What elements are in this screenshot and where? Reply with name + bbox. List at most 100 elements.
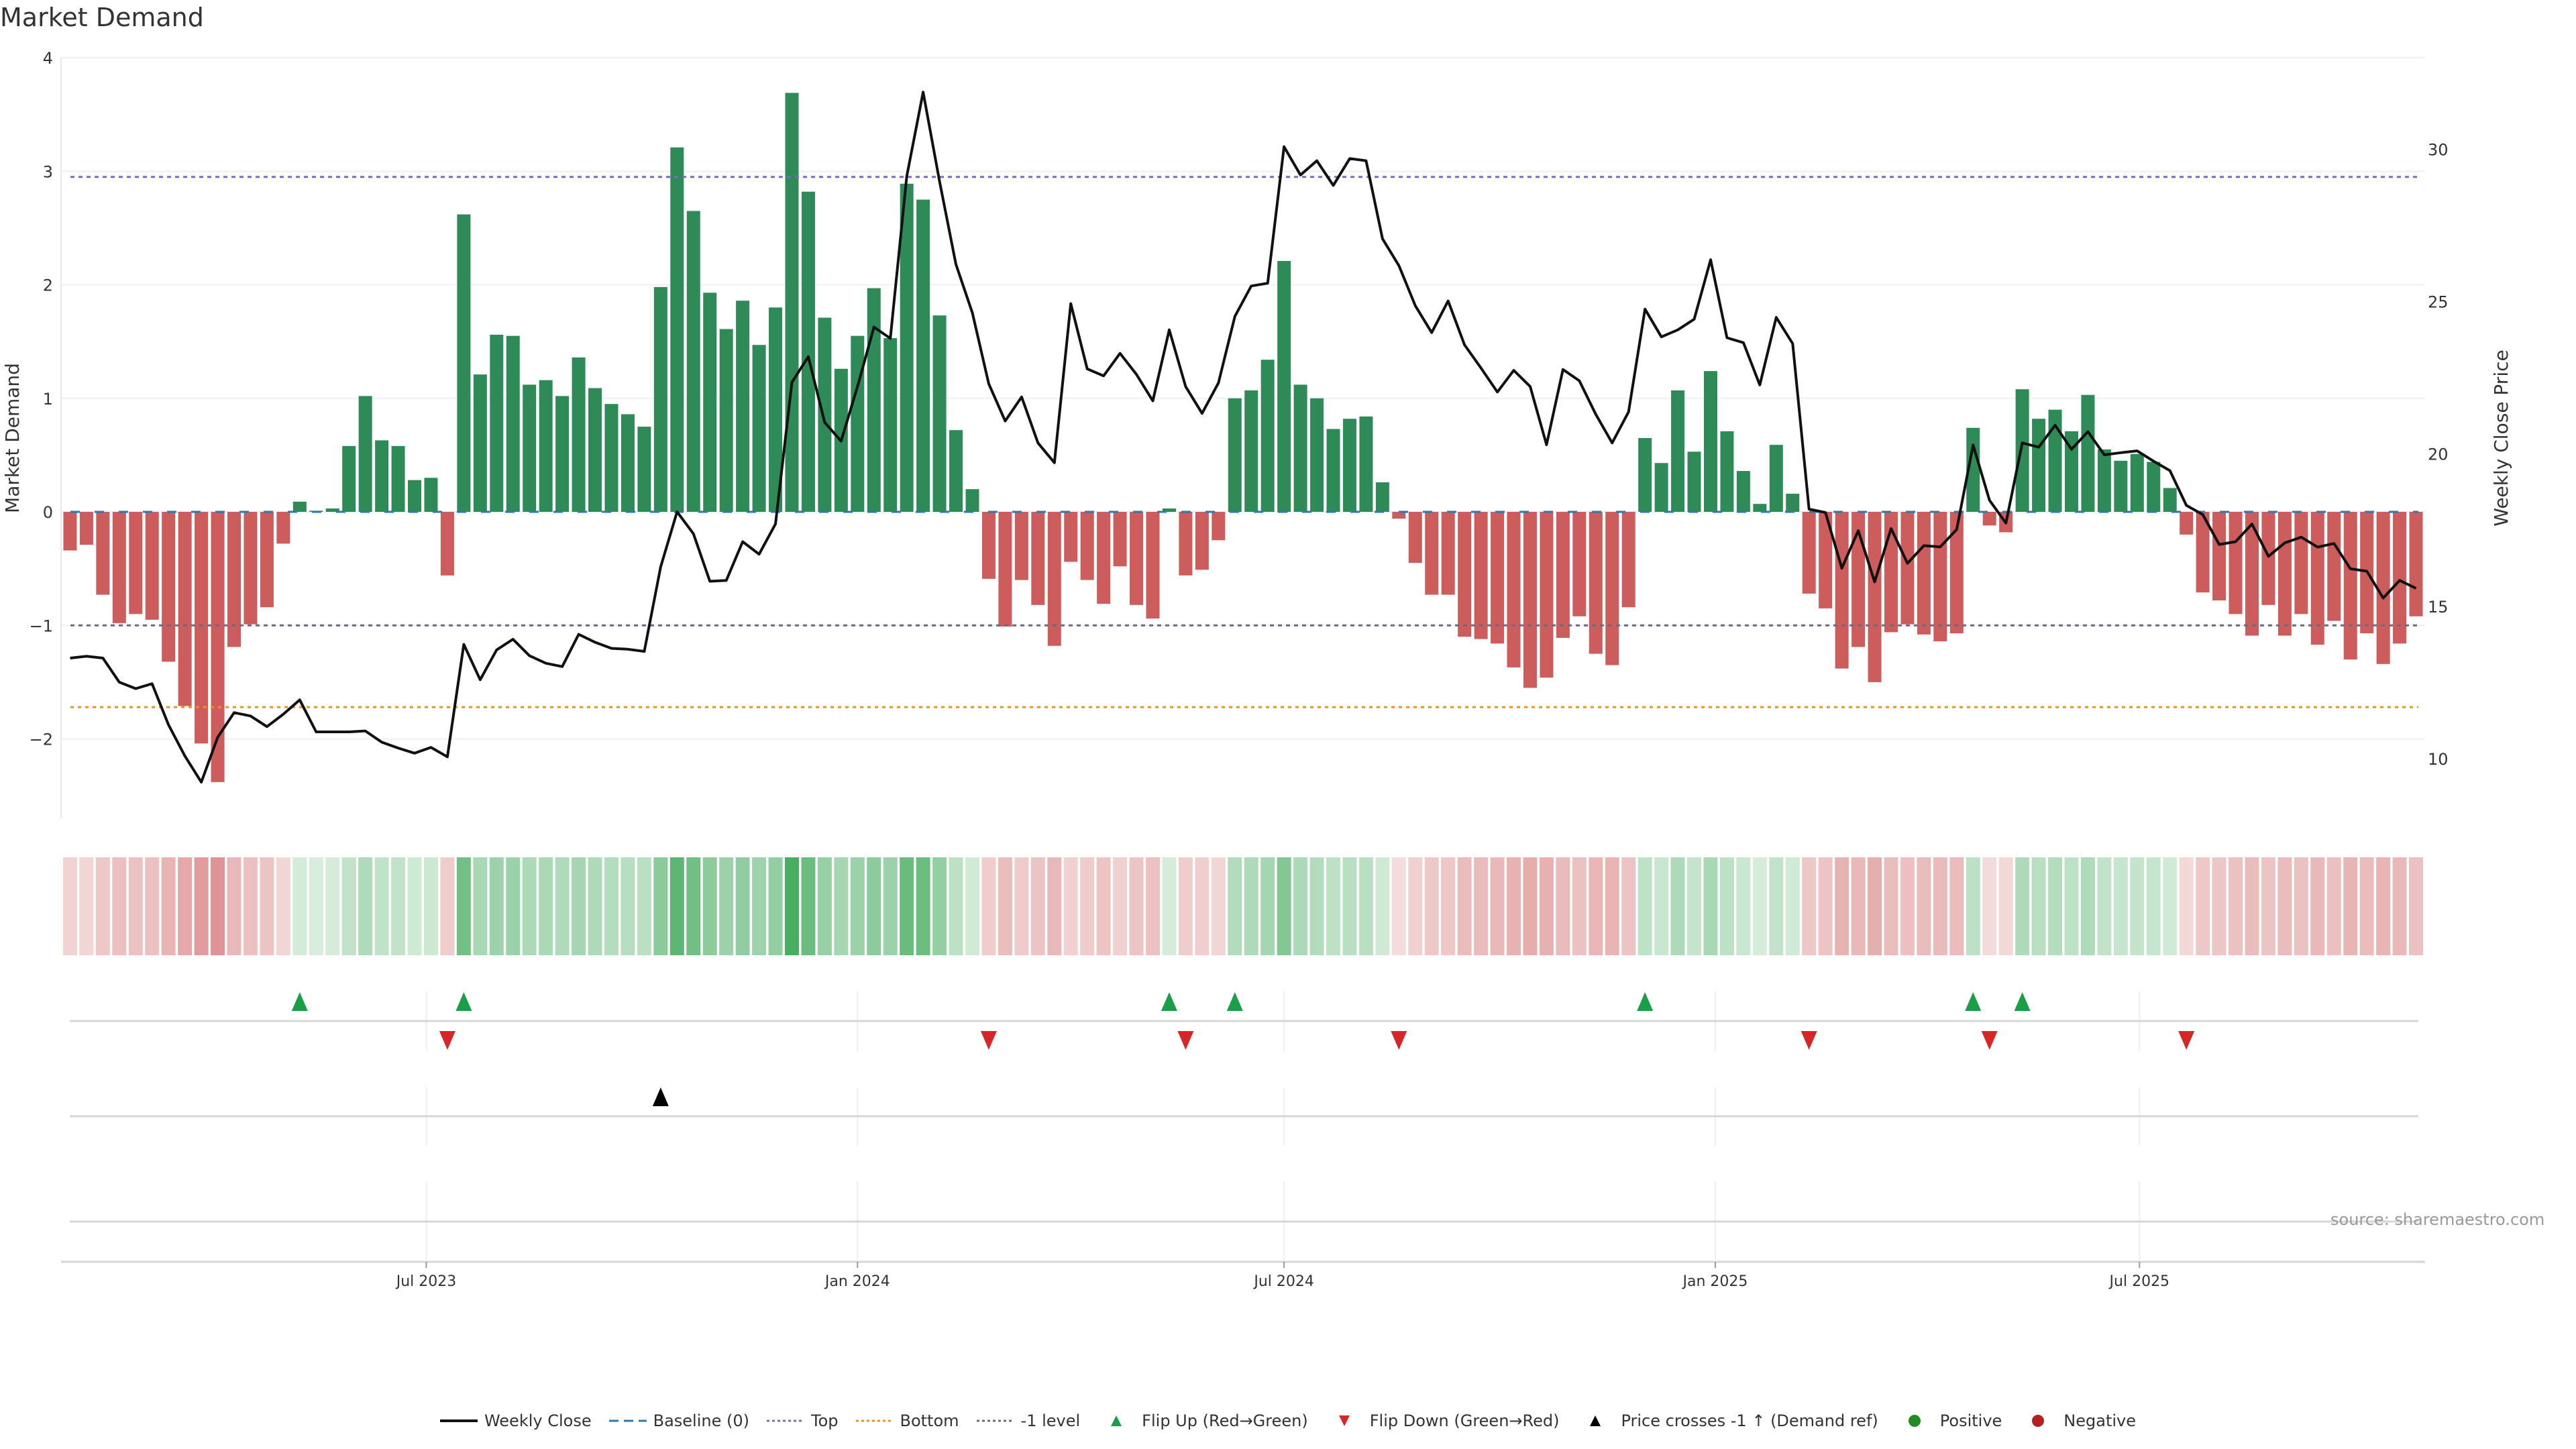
x-tick-label: Jul 2024 bbox=[1252, 1273, 1314, 1290]
heat-strip-cell bbox=[735, 857, 750, 955]
demand-bar-negative bbox=[2343, 512, 2357, 660]
heat-strip-cell bbox=[2229, 857, 2243, 955]
heat-strip-cell bbox=[1670, 857, 1685, 955]
heat-strip-cell bbox=[1572, 857, 1587, 955]
demand-bar-positive bbox=[1703, 371, 1717, 513]
legend-item-baseline[interactable]: Baseline (0) bbox=[608, 1411, 749, 1430]
heat-strip-cell bbox=[62, 857, 77, 955]
demand-bar-positive bbox=[1966, 427, 1980, 513]
legend-item-top[interactable]: Top bbox=[767, 1411, 839, 1430]
demand-bar-negative bbox=[1917, 512, 1931, 635]
demand-bar-positive bbox=[1753, 504, 1767, 513]
demand-bar-positive bbox=[375, 440, 389, 513]
demand-bar-positive bbox=[867, 288, 881, 513]
heat-strip-cell bbox=[801, 857, 816, 955]
demand-bar-negative bbox=[1851, 512, 1866, 647]
heat-strip-cell bbox=[178, 857, 193, 955]
legend-item-negative-dot[interactable]: Negative bbox=[2019, 1411, 2136, 1430]
demand-bar-positive bbox=[1162, 508, 1176, 513]
heat-strip-cell bbox=[1687, 857, 1702, 955]
heat-strip-cell bbox=[2015, 857, 2030, 955]
heat-strip-cell bbox=[2359, 857, 2374, 955]
legend-item-positive-dot[interactable]: Positive bbox=[1896, 1411, 2002, 1430]
legend-label: Negative bbox=[2063, 1411, 2137, 1430]
heat-strip-cell bbox=[834, 857, 849, 955]
source-credit: source: sharemaestro.com bbox=[2330, 1210, 2545, 1229]
minus-one-icon bbox=[976, 1419, 1014, 1422]
flip-up-icon bbox=[1111, 1415, 1122, 1426]
legend-item-cross[interactable]: Price crosses -1 ↑ (Demand ref) bbox=[1576, 1411, 1878, 1430]
y2-tick-label: 15 bbox=[2428, 598, 2449, 616]
heat-strip-cell bbox=[2179, 857, 2194, 955]
heat-strip-cell bbox=[391, 857, 406, 955]
demand-bar-negative bbox=[276, 512, 290, 544]
heat-strip-cell bbox=[473, 857, 488, 955]
heat-strip-cell bbox=[539, 857, 553, 955]
heat-strip-cell bbox=[1507, 857, 1521, 955]
heat-strip-cell bbox=[1080, 857, 1095, 955]
demand-bar-negative bbox=[2409, 512, 2423, 616]
demand-bar-negative bbox=[1900, 512, 1915, 625]
demand-bar-positive bbox=[2015, 389, 2029, 513]
legend-item-minus-one[interactable]: -1 level bbox=[976, 1411, 1081, 1430]
legend: Weekly Close Baseline (0) Top Bottom -1 leve… bbox=[0, 1411, 2576, 1430]
demand-bar-negative bbox=[1047, 512, 1061, 646]
flip-down-marker bbox=[2178, 1031, 2195, 1050]
demand-bar-negative bbox=[1425, 512, 1439, 595]
demand-bar-positive bbox=[653, 286, 667, 513]
demand-bar-negative bbox=[1507, 512, 1521, 667]
heat-strip-cell bbox=[1260, 857, 1275, 955]
heat-strip-cell bbox=[489, 857, 504, 955]
legend-item-flip-up[interactable]: Flip Up (Red→Green) bbox=[1097, 1411, 1308, 1430]
demand-bar-positive bbox=[1293, 384, 1307, 513]
heat-strip-cell bbox=[621, 857, 635, 955]
demand-bar-negative bbox=[2327, 512, 2341, 621]
demand-bar-negative bbox=[1408, 512, 1422, 564]
demand-bar-negative bbox=[2212, 512, 2226, 601]
demand-bar-positive bbox=[292, 501, 307, 513]
heat-strip-cell bbox=[1358, 857, 1373, 955]
legend-label: Flip Down (Green→Red) bbox=[1369, 1411, 1560, 1430]
legend-item-flip-down[interactable]: Flip Down (Green→Red) bbox=[1326, 1411, 1560, 1430]
demand-bar-positive bbox=[2163, 488, 2177, 513]
heat-strip-cell bbox=[325, 857, 340, 955]
demand-bar-positive bbox=[2064, 431, 2078, 513]
flip-down-marker bbox=[1177, 1031, 1194, 1050]
y2-tick-label: 20 bbox=[2428, 445, 2449, 464]
demand-bar-positive bbox=[2081, 394, 2095, 513]
flip-down-marker bbox=[1801, 1031, 1817, 1050]
heat-strip-cell bbox=[1490, 857, 1505, 955]
heat-strip-cell bbox=[768, 857, 783, 955]
demand-bar-negative bbox=[244, 512, 258, 625]
heat-strip-cell bbox=[1703, 857, 1718, 955]
legend-item-line[interactable]: Weekly Close bbox=[439, 1411, 592, 1430]
flip-up-marker bbox=[291, 992, 308, 1011]
demand-bar-positive bbox=[2114, 460, 2128, 513]
heat-strip-cell bbox=[260, 857, 274, 955]
demand-bar-negative bbox=[1819, 512, 1833, 608]
demand-bar-negative bbox=[1949, 512, 1964, 634]
demand-bar-negative bbox=[2393, 512, 2407, 644]
demand-bar-positive bbox=[1720, 431, 1734, 513]
flip-down-marker bbox=[1981, 1031, 1998, 1050]
legend-item-bottom[interactable]: Bottom bbox=[855, 1411, 959, 1430]
heat-strip-cell bbox=[981, 857, 996, 955]
heat-strip-cell bbox=[1998, 857, 2013, 955]
demand-bar-positive bbox=[949, 430, 963, 513]
legend-label: -1 level bbox=[1020, 1411, 1081, 1430]
heat-strip-cell bbox=[1195, 857, 1210, 955]
demand-bar-negative bbox=[1014, 512, 1028, 580]
demand-bar-positive bbox=[769, 307, 783, 513]
heat-strip-cell bbox=[1802, 857, 1817, 955]
heat-strip-cell bbox=[243, 857, 258, 955]
heat-strip-cell bbox=[1917, 857, 1931, 955]
heat-strip-cell bbox=[2031, 857, 2046, 955]
y-tick-label: −2 bbox=[30, 731, 53, 749]
y2-tick-label: 10 bbox=[2428, 750, 2449, 769]
legend-label: Top bbox=[811, 1411, 839, 1430]
demand-bar-positive bbox=[1310, 398, 1324, 513]
heat-strip-cell bbox=[2146, 857, 2161, 955]
heat-strip-cell bbox=[1719, 857, 1734, 955]
heat-strip-cell bbox=[112, 857, 127, 955]
